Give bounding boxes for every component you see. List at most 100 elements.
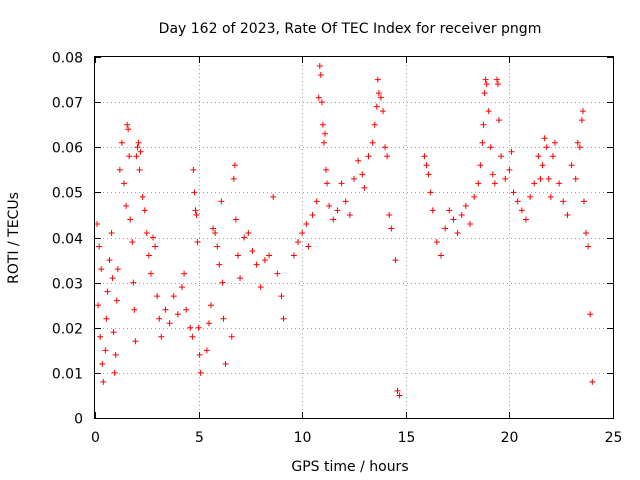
data-point [535, 153, 542, 160]
data-point [210, 225, 217, 232]
data-point [290, 252, 297, 259]
data-point [522, 216, 529, 223]
data-point [133, 153, 140, 160]
data-point [266, 252, 273, 259]
data-point [124, 121, 131, 128]
data-point [166, 320, 173, 327]
data-point [183, 306, 190, 313]
data-point [134, 144, 141, 151]
data-point [139, 193, 146, 200]
y-tick-label: 0.02 [52, 322, 83, 338]
data-point [556, 180, 563, 187]
data-point [454, 229, 461, 236]
data-point [589, 378, 596, 385]
y-tick-label: 0.04 [52, 232, 83, 248]
data-point [303, 220, 310, 227]
data-point [568, 162, 575, 169]
data-point [121, 180, 128, 187]
data-point [572, 175, 579, 182]
data-point [147, 270, 154, 277]
data-point [502, 175, 509, 182]
data-point [125, 126, 132, 133]
data-point [374, 76, 381, 83]
data-point [377, 94, 384, 101]
x-tick-label: 25 [605, 430, 623, 446]
data-point [338, 180, 345, 187]
data-point [481, 90, 488, 97]
y-tick-label: 0.03 [52, 277, 83, 293]
data-point [191, 189, 198, 196]
data-point [495, 81, 502, 88]
data-point [384, 153, 391, 160]
data-point [479, 139, 486, 146]
data-point [130, 279, 137, 286]
data-point [574, 139, 581, 146]
data-point [482, 76, 489, 83]
data-point [491, 180, 498, 187]
data-point [373, 103, 380, 110]
data-point [545, 175, 552, 182]
x-tick-label: 15 [398, 430, 416, 446]
data-point [129, 239, 136, 246]
data-point [510, 189, 517, 196]
y-tick-label: 0.07 [52, 96, 83, 112]
data-point [576, 144, 583, 151]
data-point [111, 369, 118, 376]
data-point [156, 315, 163, 322]
data-point [359, 171, 366, 178]
data-point [351, 175, 357, 182]
data-point [203, 347, 210, 354]
data-point [234, 252, 241, 259]
data-point [222, 360, 229, 367]
data-point [162, 306, 169, 313]
data-point [154, 293, 161, 300]
data-point [471, 193, 478, 200]
data-point [132, 338, 139, 345]
data-point [560, 198, 567, 205]
data-point [219, 279, 226, 286]
data-point [321, 130, 328, 137]
data-point [309, 211, 316, 218]
data-point [543, 144, 550, 151]
data-point [487, 144, 494, 151]
data-point [334, 207, 341, 214]
data-point [531, 180, 538, 187]
data-point [98, 266, 105, 273]
data-point [299, 229, 306, 236]
data-point [527, 193, 534, 200]
data-point [496, 117, 503, 124]
data-point [318, 99, 325, 106]
data-point [313, 198, 320, 205]
data-point [388, 225, 395, 232]
data-point [355, 157, 362, 164]
chart-title: Day 162 of 2023, Rate Of TEC Index for r… [159, 21, 542, 37]
x-tick-label: 0 [91, 430, 100, 446]
data-point [458, 211, 465, 218]
x-tick-label: 5 [195, 430, 204, 446]
data-point [261, 257, 268, 264]
data-point [216, 261, 223, 268]
data-point [323, 166, 330, 173]
data-point [174, 311, 181, 318]
data-point [394, 387, 401, 394]
data-point [137, 148, 144, 155]
data-point [230, 175, 237, 182]
data-point [249, 248, 256, 255]
data-point [477, 162, 484, 169]
data-point [231, 162, 238, 169]
data-point [508, 148, 515, 155]
y-tick-label: 0.01 [52, 367, 83, 383]
grid-layer [95, 57, 613, 418]
data-point [564, 211, 571, 218]
data-point [190, 166, 197, 173]
data-point [537, 175, 544, 182]
data-point [317, 72, 324, 79]
data-point [326, 202, 333, 209]
data-point [189, 333, 196, 340]
data-point [195, 324, 202, 331]
ticks-layer: 0 5 10 15 20 25 0 0.01 0.02 0.03 0.04 0.05 0.06 0.07 0… [52, 51, 623, 447]
data-point [480, 121, 487, 128]
data-point [257, 284, 264, 291]
data-point [382, 144, 389, 151]
data-point [232, 216, 239, 223]
